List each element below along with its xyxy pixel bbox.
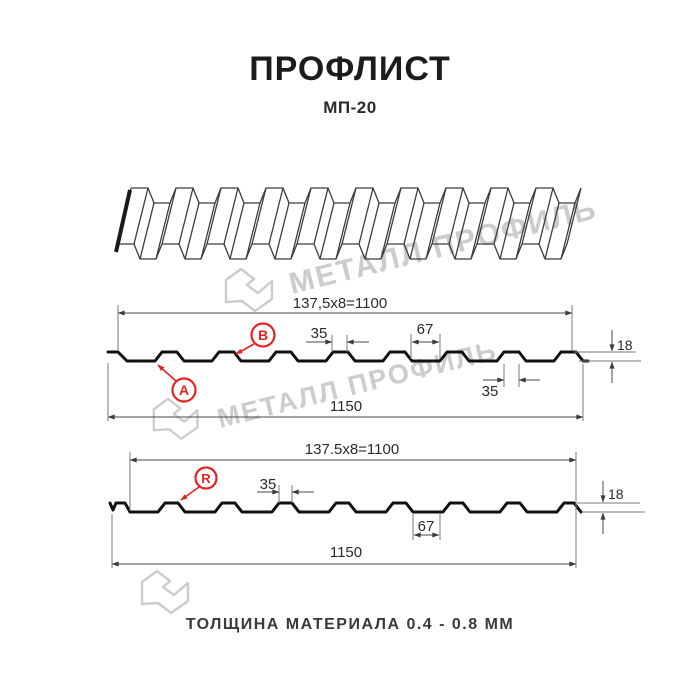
dim-height-2-value: 18 [608, 486, 624, 502]
dim-total-width-1: 1150 [107, 363, 584, 421]
dim-total-width-2: 1150 [111, 514, 577, 568]
page-title: ПРОФЛИСТ [249, 50, 451, 88]
watermark-text-middle: МЕТАЛЛ ПРОФИЛЬ [214, 335, 500, 434]
profile-model-subtitle: МП-20 [323, 98, 377, 117]
dim-height-2: 18 [577, 481, 645, 534]
profile-outline-2 [108, 501, 583, 514]
dim-rib-top-1-value: 35 [311, 325, 328, 342]
label-r-marker: R [180, 466, 218, 501]
dim-rib-top-2-value: 35 [260, 476, 277, 493]
label-a-marker: A [157, 364, 197, 403]
profile-outline-1 [106, 350, 590, 363]
dim-flat-1-value: 67 [417, 321, 434, 338]
dim-height-1-value: 18 [617, 337, 633, 353]
watermark-logo-top [224, 267, 274, 313]
dim-rib-bottom-1: 35 [482, 364, 540, 400]
dim-rib-bottom-1-value: 35 [482, 383, 499, 400]
dim-flat-2-value: 67 [418, 518, 435, 535]
sheet-3d-view [114, 187, 582, 260]
dim-coverage-width-2-value: 137.5x8=1100 [305, 441, 399, 458]
watermark-logo-middle [152, 397, 199, 440]
sheet-3d-cut-edge [114, 189, 132, 253]
label-r-text: R [201, 471, 211, 486]
dim-height-1: 18 [574, 330, 641, 383]
dim-coverage-width-1: 137,5x8=1100 [117, 295, 573, 351]
dim-flat-1: 67 [410, 321, 441, 359]
watermark-logo-bottom [140, 569, 190, 615]
dim-rib-top-2: 35 [257, 476, 314, 503]
dim-total-width-1-value: 1150 [330, 398, 362, 415]
cross-section-1: 137,5x8=1100 35 67 [106, 295, 641, 421]
cross-section-2: 137.5x8=1100 35 67 [108, 441, 645, 568]
label-b-marker: B [235, 322, 276, 355]
dim-flat-2: 67 [412, 514, 441, 540]
dim-coverage-width-1-value: 137,5x8=1100 [293, 295, 387, 312]
dim-coverage-width-2: 137.5x8=1100 [129, 441, 577, 568]
material-thickness-note: ТОЛЩИНА МАТЕРИАЛА 0.4 - 0.8 ММ [185, 616, 515, 633]
label-b-text: B [258, 327, 268, 343]
dim-total-width-2-value: 1150 [330, 544, 362, 561]
dim-rib-top-1: 35 [306, 325, 369, 352]
label-a-text: A [179, 382, 189, 398]
